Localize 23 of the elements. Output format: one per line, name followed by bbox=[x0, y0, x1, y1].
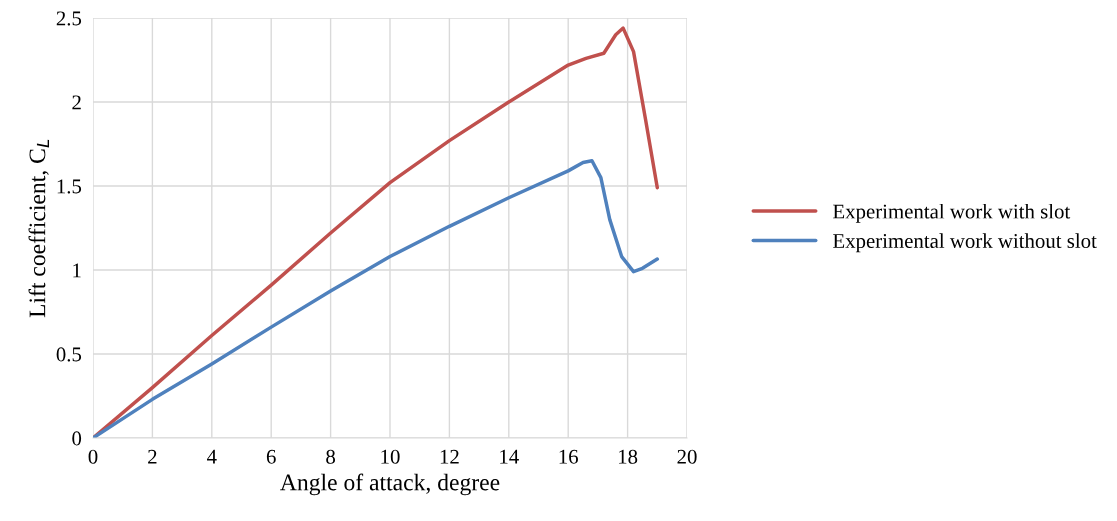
y-tick-label: 1.5 bbox=[57, 179, 82, 194]
y-tick-label: 0.5 bbox=[56, 347, 82, 362]
line-series bbox=[93, 159, 660, 438]
y-tick-label: 2.5 bbox=[56, 11, 82, 26]
x-tick-label: 18 bbox=[619, 449, 638, 464]
x-tick-label: 20 bbox=[677, 449, 697, 464]
legend-label: Experimental work with slot bbox=[833, 203, 1071, 223]
x-axis-title: Angle of attack, degree bbox=[280, 473, 500, 496]
x-tick-label: 12 bbox=[440, 449, 459, 464]
y-axis-title: Lift coefficient, C$_{L}$ bbox=[28, 139, 49, 318]
x-tick-label: 6 bbox=[266, 449, 276, 464]
x-tick-label: 2 bbox=[148, 449, 157, 464]
x-tick-label: 14 bbox=[500, 449, 519, 464]
x-tick-label: 8 bbox=[326, 449, 336, 464]
y-tick-label: 2 bbox=[72, 95, 81, 110]
x-tick-label: 10 bbox=[381, 449, 400, 464]
y-tick-label: 0 bbox=[72, 431, 82, 446]
x-tick-label: 16 bbox=[559, 449, 578, 464]
line-series bbox=[93, 26, 660, 438]
x-tick-label: 0 bbox=[88, 449, 98, 464]
legend-label: Experimental work without slot bbox=[833, 233, 1097, 253]
y-tick-label: 1 bbox=[73, 263, 81, 278]
x-tick-label: 4 bbox=[207, 449, 217, 464]
